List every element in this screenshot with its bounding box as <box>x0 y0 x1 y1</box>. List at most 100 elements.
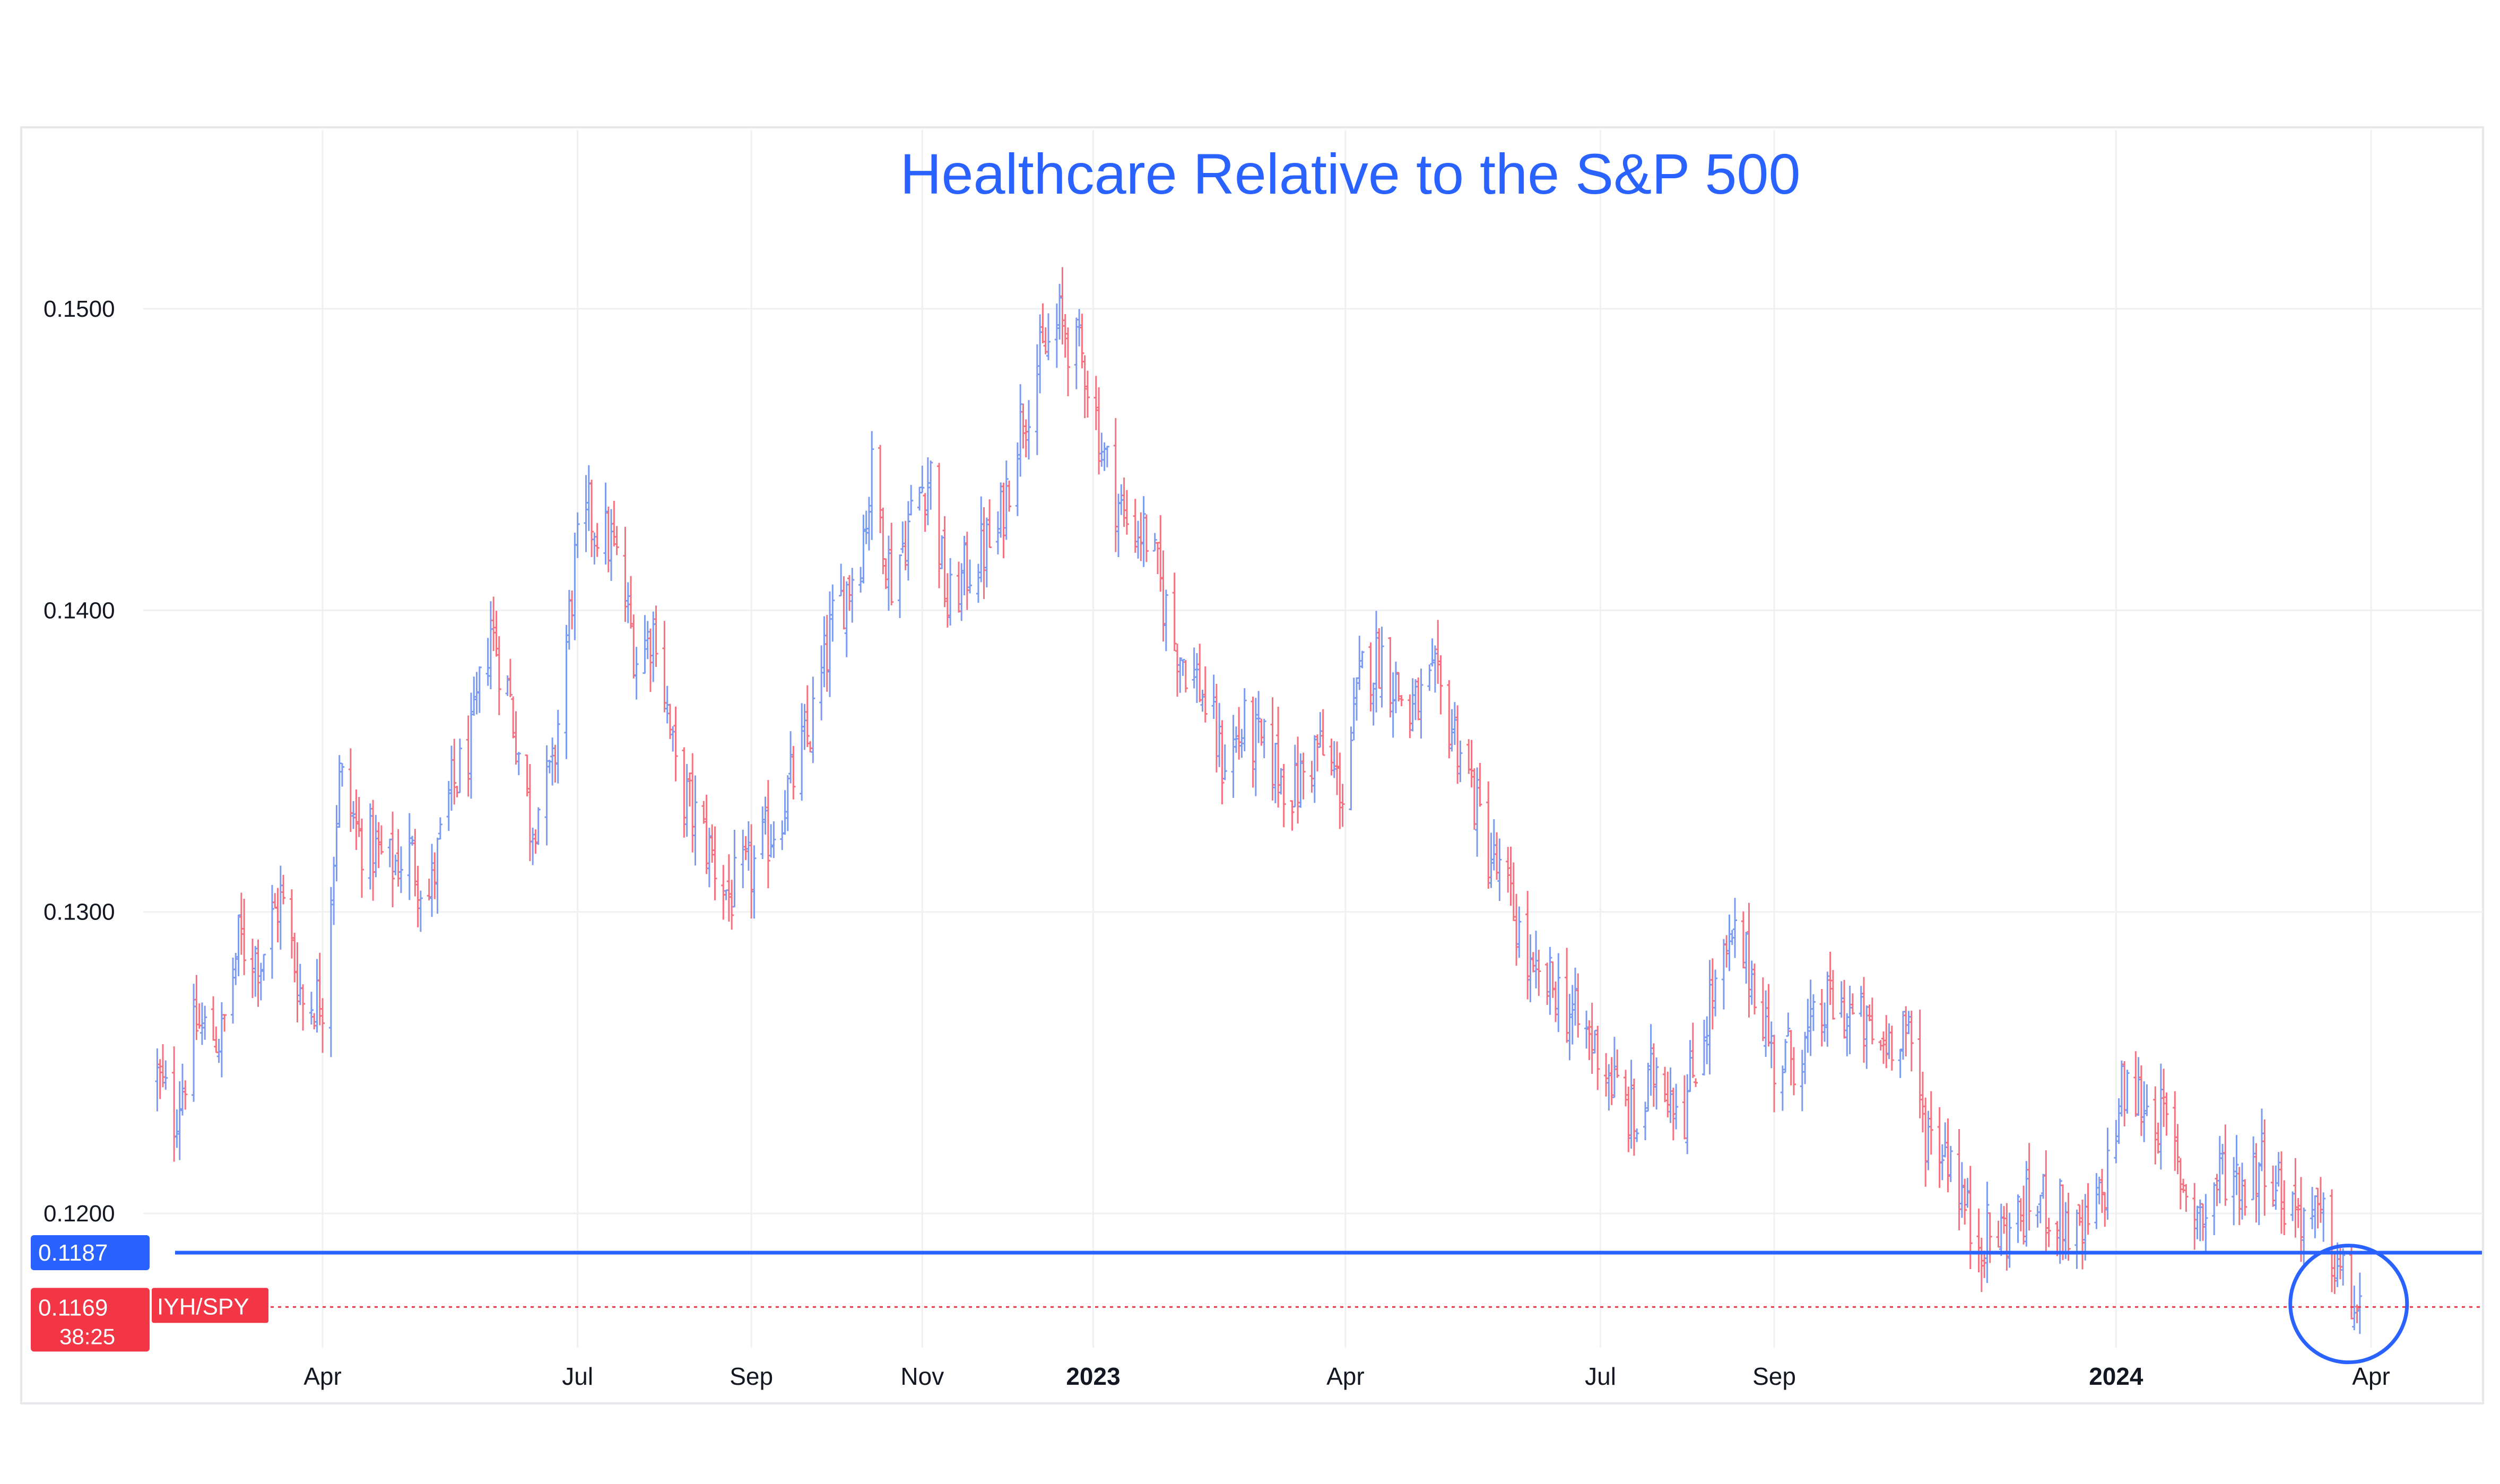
ohlc-bar <box>2198 1199 2202 1242</box>
ohlc-bar <box>741 829 745 888</box>
ohlc-bar <box>1433 645 1437 693</box>
ohlc-bar <box>359 818 364 898</box>
ohlc-bar <box>1054 303 1059 368</box>
ohlc-bar <box>2007 1212 2012 1268</box>
ohlc-bar <box>2357 1272 2362 1334</box>
ohlc-bar <box>841 576 846 630</box>
ohlc-bar <box>1315 734 1320 771</box>
ohlc-bar <box>1097 387 1101 475</box>
ohlc-bar <box>1007 480 1012 512</box>
ohlc-bar <box>1690 1022 1695 1078</box>
ohlc-bar <box>2240 1162 2245 1220</box>
ohlc-bar <box>407 813 412 900</box>
ohlc-bar <box>923 493 927 532</box>
ohlc-bar <box>531 827 535 865</box>
ohlc-bar <box>2352 1286 2357 1331</box>
ohlc-bar <box>623 526 628 622</box>
ohlc-bar <box>472 676 476 716</box>
ohlc-bar <box>808 741 813 753</box>
ohlc-bar <box>348 748 353 832</box>
ohlc-bar <box>1242 688 1247 752</box>
ohlc-bar <box>1447 680 1452 759</box>
ohlc-bar <box>438 817 442 840</box>
ohlc-bar <box>920 465 925 493</box>
ohlc-bar <box>1592 1029 1597 1054</box>
ohlc-bar <box>309 992 314 1025</box>
ohlc-bar <box>710 824 715 863</box>
ohlc-bar <box>2223 1124 2228 1206</box>
ohlc-bar <box>1889 1026 1894 1071</box>
ohlc-bar <box>278 865 283 950</box>
ohlc-bar <box>903 520 908 570</box>
ohlc-bar <box>704 794 709 874</box>
ohlc-bar <box>281 875 286 905</box>
ohlc-bar <box>1360 650 1365 669</box>
ohlc-bar <box>547 759 552 774</box>
ohlc-bar <box>2293 1158 2298 1238</box>
ohlc-bar <box>1472 768 1477 830</box>
ohlc-bar <box>883 558 888 589</box>
ohlc-bar <box>175 1109 179 1148</box>
ohlc-bar <box>746 821 751 871</box>
ohlc-bar <box>634 647 639 700</box>
ohlc-bar <box>1878 1040 1883 1051</box>
ohlc-bar <box>1525 891 1530 1000</box>
ohlc-bar <box>1377 628 1382 689</box>
ohlc-bar <box>253 945 258 997</box>
ohlc-bar <box>505 675 510 696</box>
ohlc-bar <box>976 563 980 603</box>
ohlc-bar <box>354 789 359 851</box>
ohlc-bar <box>1565 948 1569 1043</box>
ohlc-bar <box>693 775 698 866</box>
ohlc-bar <box>2234 1135 2239 1195</box>
ohlc-bar <box>626 582 630 623</box>
ohlc-bar <box>864 510 869 544</box>
ohlc-bar <box>390 811 395 907</box>
ohlc-bar <box>2035 1205 2040 1228</box>
ohlc-bar <box>1301 752 1306 800</box>
ohlc-bar <box>909 485 914 516</box>
ohlc-bar <box>1624 1070 1628 1107</box>
x-tick-label: Apr <box>1326 1362 1365 1390</box>
ohlc-bar <box>2103 1192 2107 1227</box>
ohlc-bar <box>544 745 549 846</box>
ohlc-bar <box>575 512 580 558</box>
ohlc-bar <box>1256 691 1261 743</box>
ohlc-bar <box>1713 969 1718 1017</box>
ohlc-bar <box>533 829 538 854</box>
ohlc-bar <box>1027 400 1031 460</box>
ohlc-bar <box>514 711 518 765</box>
ohlc-bar <box>2094 1173 2099 1229</box>
ohlc-bar <box>1065 327 1070 396</box>
ohlc-bar <box>536 807 541 845</box>
ohlc-bar <box>2105 1127 2110 1220</box>
ohlc-bar <box>2119 1060 2124 1117</box>
ohlc-bar <box>999 482 1003 538</box>
ohlc-bar <box>197 1003 202 1029</box>
ohlc-bar <box>886 535 891 611</box>
ohlc-bar <box>1626 1086 1631 1152</box>
ohlc-bar <box>1900 1011 1905 1060</box>
ohlc-bar <box>2181 1178 2186 1193</box>
ohlc-bar <box>1335 741 1340 795</box>
ohlc-bar <box>671 726 675 752</box>
ohlc-bar <box>595 523 600 557</box>
ohlc-bar <box>1963 1178 1967 1225</box>
ohlc-bar <box>2276 1152 2281 1187</box>
ohlc-bar <box>878 445 883 533</box>
ohlc-bar <box>289 889 294 959</box>
ohlc-bar <box>928 460 933 510</box>
ohlc-bar <box>1239 728 1244 758</box>
ohlc-bar <box>1200 689 1205 712</box>
ohlc-bar <box>337 755 342 828</box>
ohlc-bar <box>701 801 706 824</box>
ohlc-bar <box>1828 951 1833 1005</box>
ohlc-bar <box>468 692 473 799</box>
ohlc-bar <box>1393 661 1398 714</box>
x-tick-label: Apr <box>303 1362 342 1390</box>
ohlc-bar <box>2055 1221 2060 1256</box>
chart-frame-border <box>20 126 2484 1404</box>
ohlc-bar <box>1786 1012 1791 1037</box>
ohlc-bar <box>1528 934 1533 1003</box>
ohlc-bar <box>1396 672 1401 702</box>
